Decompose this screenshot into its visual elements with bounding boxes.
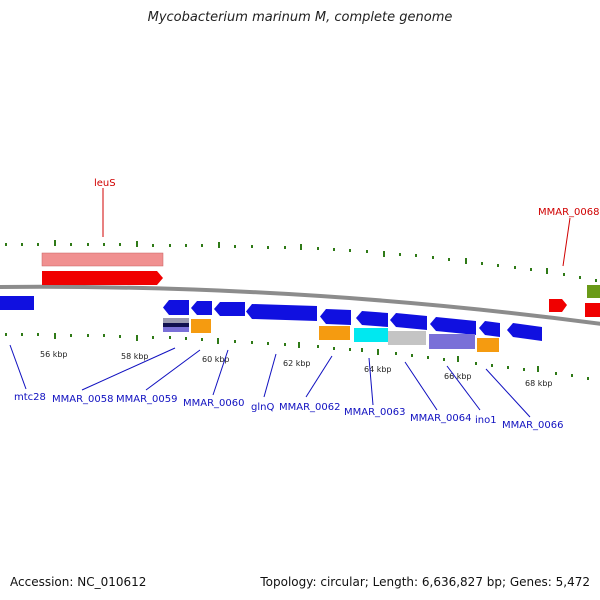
tick-label-68: 68 kbp <box>525 379 553 388</box>
gene-MMAR_0068[interactable] <box>549 299 567 312</box>
gene-blue-d[interactable] <box>320 309 351 325</box>
tick-label-60: 60 kbp <box>202 355 230 364</box>
label-MMAR_0066[interactable]: MMAR_0066 <box>502 420 564 431</box>
gene-blue-h[interactable] <box>479 321 500 337</box>
leader-lines <box>9 188 571 418</box>
tick-label-58: 58 kbp <box>121 352 149 361</box>
gene-leuS-red[interactable] <box>42 271 163 285</box>
gene-MMAR_0058-gray[interactable] <box>163 318 189 324</box>
forward-strand-genes <box>41 252 600 317</box>
gene-mtc28[interactable] <box>0 296 34 310</box>
gene-MMAR_0058-purple[interactable] <box>163 327 189 332</box>
label-MMAR_0058[interactable]: MMAR_0058 <box>52 394 114 405</box>
label-MMAR_0068[interactable]: MMAR_0068 <box>538 207 600 218</box>
gene-MMAR_0064[interactable] <box>388 331 426 345</box>
gene-blue-i[interactable] <box>507 323 542 341</box>
label-mtc28[interactable]: mtc28 <box>14 392 46 403</box>
gene-MMAR_0066[interactable] <box>477 338 499 352</box>
label-MMAR_0060[interactable]: MMAR_0060 <box>183 398 245 409</box>
gene-MMAR_0062[interactable] <box>319 326 350 340</box>
gene-blue-b[interactable] <box>191 301 212 315</box>
accession-text: Accession: NC_010612 <box>10 575 147 589</box>
tick-label-66: 66 kbp <box>444 372 472 381</box>
gene-blue-e[interactable] <box>356 311 388 327</box>
gene-MMAR_0059[interactable] <box>191 319 211 333</box>
tick-label-62: 62 kbp <box>283 359 311 368</box>
label-leuS[interactable]: leuS <box>94 178 116 189</box>
tick-label-56: 56 kbp <box>40 350 68 359</box>
gene-blue-c[interactable] <box>214 302 245 316</box>
gene-blue-a[interactable] <box>163 300 189 315</box>
gene-blue-f[interactable] <box>390 313 427 330</box>
gene-MMAR_0058-navy[interactable] <box>163 323 189 327</box>
tick-label-64: 64 kbp <box>364 365 392 374</box>
reverse-strand-genes <box>0 296 542 352</box>
gene-ino1[interactable] <box>429 334 475 349</box>
gene-blue-g[interactable] <box>430 317 476 335</box>
genome-backbone <box>0 284 600 326</box>
gene-glnQ[interactable] <box>246 304 317 321</box>
label-glnQ[interactable]: glnQ <box>251 402 274 413</box>
outer-scale-track <box>5 240 597 282</box>
gene-green-partial[interactable] <box>587 285 600 298</box>
label-MMAR_0059[interactable]: MMAR_0059 <box>116 394 178 405</box>
label-ino1[interactable]: ino1 <box>475 415 497 426</box>
gene-MMAR_0063[interactable] <box>354 328 388 342</box>
topology-text: Topology: circular; Length: 6,636,827 bp… <box>260 575 590 589</box>
inner-scale-track <box>5 333 589 380</box>
label-MMAR_0064[interactable]: MMAR_0064 <box>410 413 472 424</box>
gene-red-partial[interactable] <box>585 303 600 317</box>
map-title: Mycobacterium marinum M, complete genome <box>147 10 453 25</box>
gene-leuS-pink[interactable] <box>41 252 164 267</box>
label-MMAR_0062[interactable]: MMAR_0062 <box>279 402 341 413</box>
label-MMAR_0063[interactable]: MMAR_0063 <box>344 407 406 418</box>
